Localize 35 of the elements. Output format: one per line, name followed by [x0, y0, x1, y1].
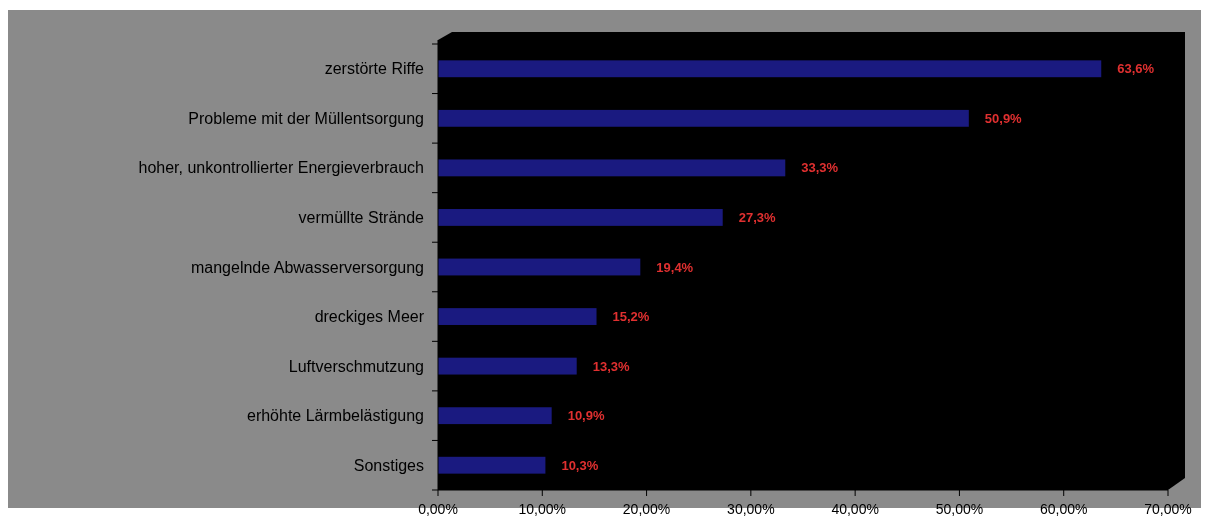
- y-tick-label: mangelnde Abwasserversorgung: [190, 258, 424, 276]
- data-label: 15,2%: [612, 309, 650, 325]
- bar: [438, 258, 641, 276]
- bar: [438, 407, 552, 425]
- data-label: 50,9%: [984, 110, 1023, 126]
- bar: [438, 159, 786, 177]
- y-tick-label: hoher, unkontrollierter Energieverbrauch: [138, 159, 424, 177]
- x-tick-label: 30,00%: [727, 501, 775, 516]
- bar: [438, 456, 546, 474]
- bar: [438, 308, 597, 325]
- data-label: 27,3%: [738, 209, 776, 225]
- data-label: 13,3%: [592, 358, 630, 374]
- x-tick-label: 60,00%: [1039, 501, 1088, 516]
- bar: [438, 209, 723, 226]
- data-label: 10,3%: [561, 457, 599, 473]
- y-tick-label: Probleme mit der Müllentsorgung: [188, 109, 424, 127]
- data-label: 63,6%: [1117, 61, 1155, 77]
- x-tick-label: 70,00%: [1144, 501, 1192, 516]
- y-tick-label: vermüllte Strände: [298, 209, 425, 227]
- bar: [438, 357, 577, 375]
- y-tick-label: Luftverschmutzung: [288, 357, 424, 375]
- y-tick-label: zerstörte Riffe: [324, 60, 425, 78]
- x-tick-label: 10,00%: [518, 501, 567, 516]
- x-tick-label: 20,00%: [622, 501, 671, 516]
- x-tick-label: 40,00%: [831, 501, 879, 516]
- x-tick-label: 0,00%: [418, 501, 458, 516]
- x-tick-label: 50,00%: [935, 501, 984, 516]
- data-label: 19,4%: [656, 259, 694, 275]
- y-tick-label: erhöhte Lärmbelästigung: [246, 407, 424, 425]
- data-label: 33,3%: [801, 160, 839, 176]
- bar: [438, 60, 1102, 78]
- data-label: 10,9%: [567, 408, 605, 424]
- y-tick-label: dreckiges Meer: [314, 308, 425, 326]
- y-tick-label: Sonstiges: [353, 456, 424, 474]
- bar: [438, 109, 969, 127]
